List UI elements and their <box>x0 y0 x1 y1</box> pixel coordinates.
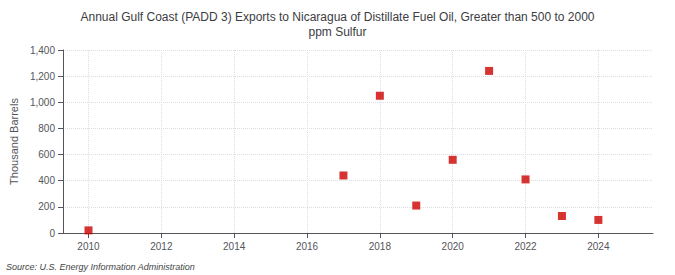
svg-text:2018: 2018 <box>369 241 392 252</box>
svg-text:Annual Gulf Coast (PADD 3) Exp: Annual Gulf Coast (PADD 3) Exports to Ni… <box>80 10 594 24</box>
svg-text:2020: 2020 <box>442 241 465 252</box>
svg-text:400: 400 <box>38 175 55 186</box>
svg-text:2012: 2012 <box>150 241 173 252</box>
svg-text:1,400: 1,400 <box>30 45 55 56</box>
svg-text:2016: 2016 <box>296 241 319 252</box>
svg-text:1,200: 1,200 <box>30 71 55 82</box>
svg-text:2014: 2014 <box>223 241 246 252</box>
svg-text:0: 0 <box>49 228 55 239</box>
svg-text:Source: U.S. Energy Informatio: Source: U.S. Energy Information Administ… <box>6 262 195 272</box>
svg-text:200: 200 <box>38 201 55 212</box>
svg-text:800: 800 <box>38 123 55 134</box>
svg-text:1,000: 1,000 <box>30 97 55 108</box>
svg-text:2010: 2010 <box>77 241 100 252</box>
svg-text:Thousand Barrels: Thousand Barrels <box>8 98 20 185</box>
svg-text:ppm Sulfur: ppm Sulfur <box>308 25 366 39</box>
svg-text:2022: 2022 <box>514 241 537 252</box>
svg-text:2024: 2024 <box>587 241 610 252</box>
svg-text:600: 600 <box>38 149 55 160</box>
